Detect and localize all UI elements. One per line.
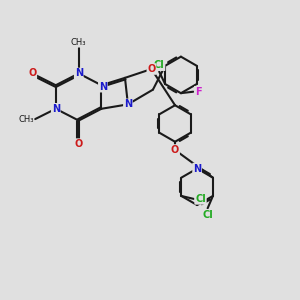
- Text: N: N: [124, 99, 132, 110]
- Text: Cl: Cl: [195, 194, 206, 204]
- Text: Cl: Cl: [154, 60, 165, 70]
- Text: N: N: [193, 164, 201, 173]
- Text: N: N: [99, 82, 107, 92]
- Text: O: O: [28, 68, 36, 78]
- Text: Cl: Cl: [202, 210, 213, 220]
- Text: F: F: [195, 87, 201, 97]
- Text: N: N: [75, 68, 83, 78]
- Text: O: O: [147, 64, 156, 74]
- Text: N: N: [52, 104, 60, 114]
- Text: O: O: [171, 145, 179, 155]
- Text: O: O: [75, 139, 83, 149]
- Text: CH₃: CH₃: [18, 115, 34, 124]
- Text: CH₃: CH₃: [71, 38, 86, 47]
